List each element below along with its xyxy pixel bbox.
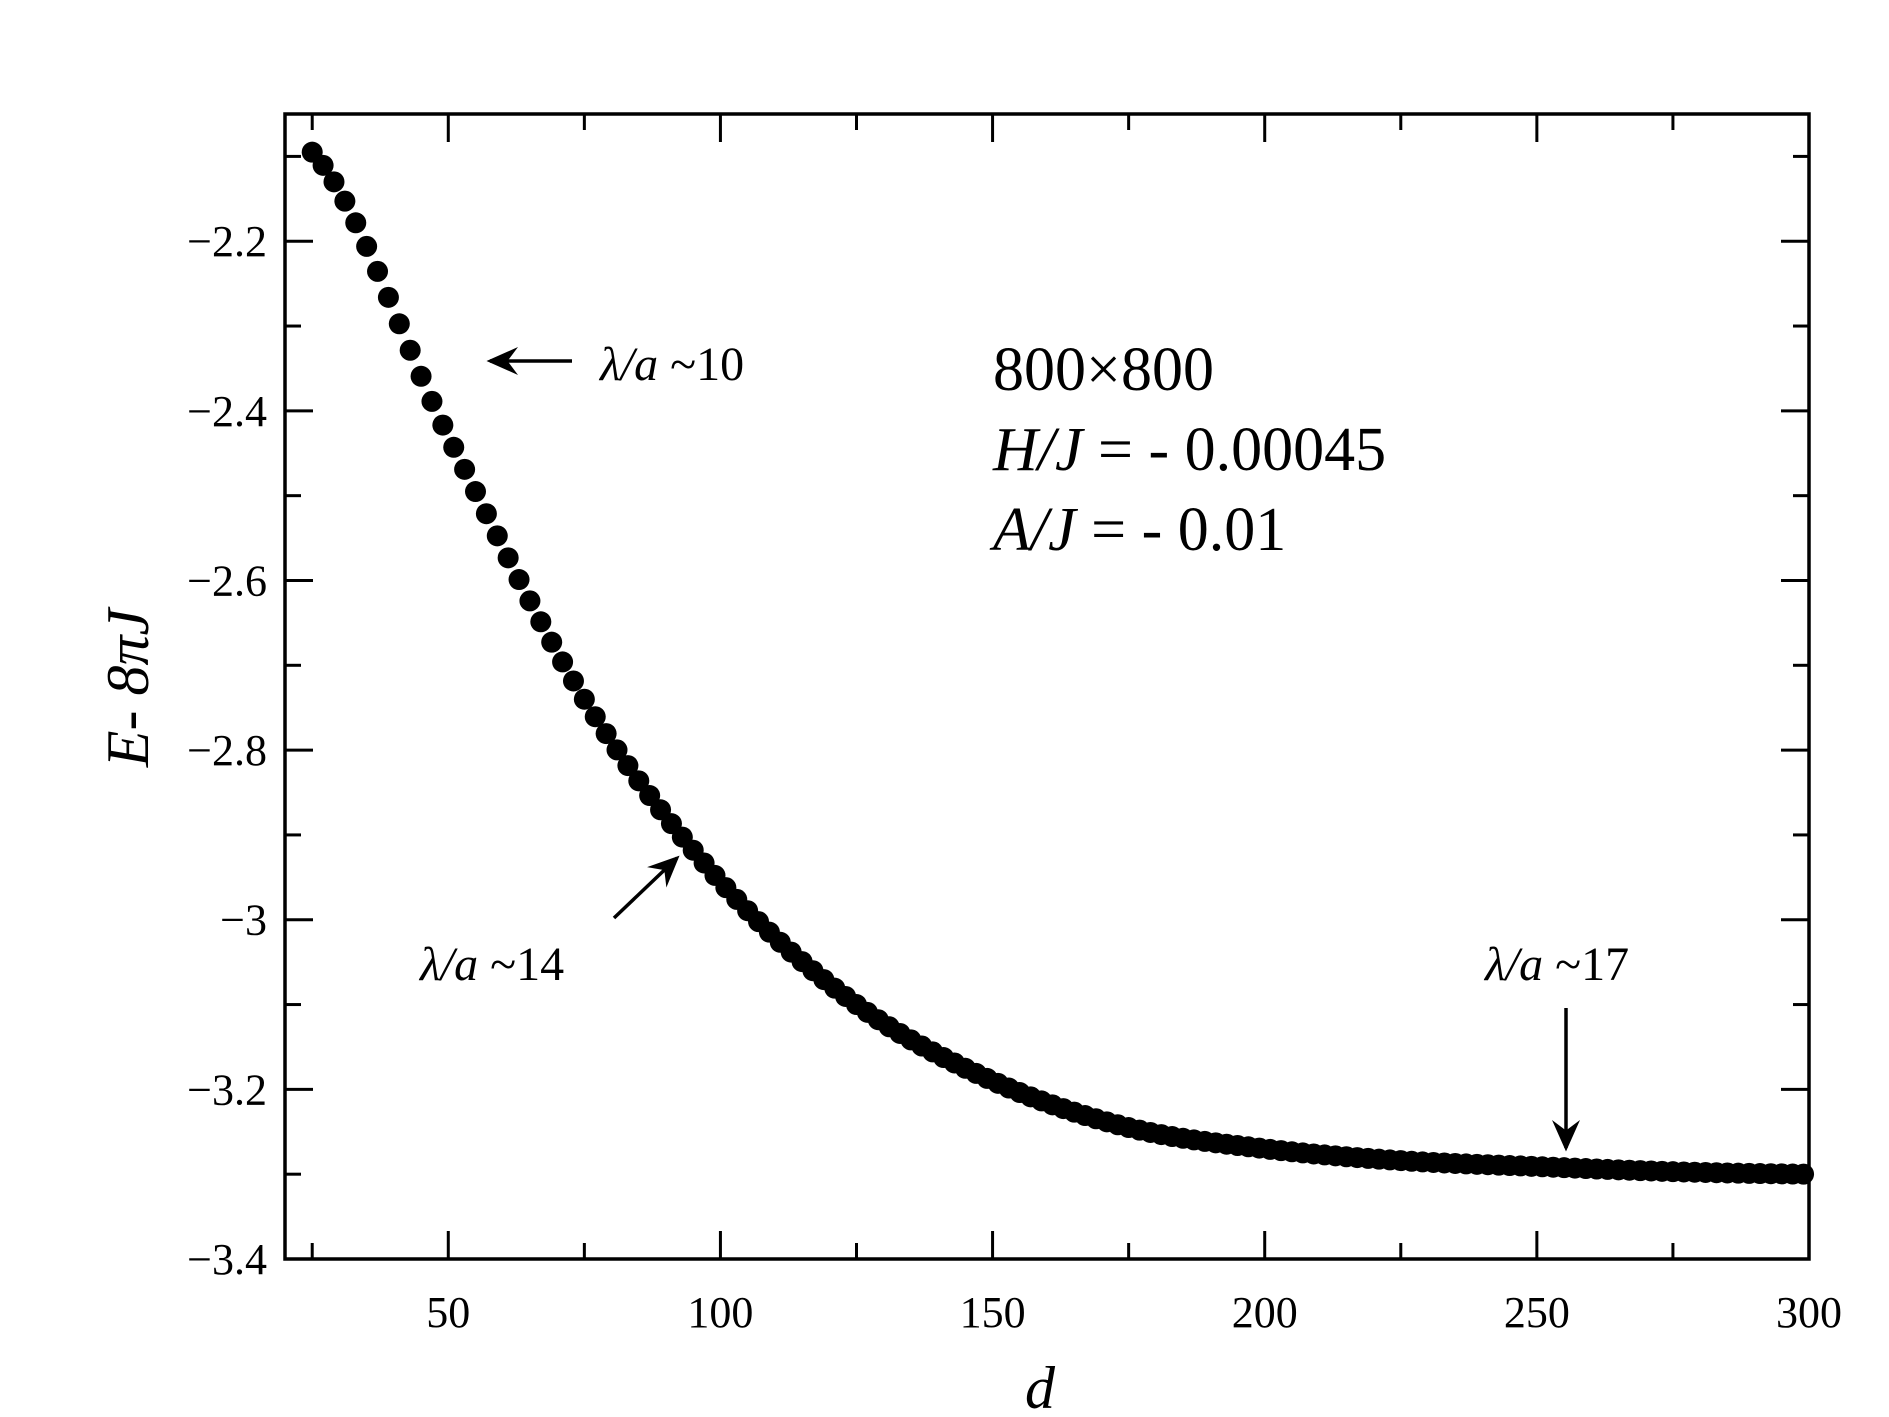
x-tick-label: 250 bbox=[1504, 1288, 1570, 1337]
label-lambda-14: λ/a ~14 bbox=[418, 938, 564, 991]
y-tick-label: −3.2 bbox=[187, 1065, 267, 1114]
y-tick-labels: −2.2 −2.4 −2.6 −2.8 −3 −3.2 −3.4 bbox=[187, 217, 267, 1284]
data-point bbox=[465, 481, 486, 503]
y-tick-label: −2.2 bbox=[187, 217, 267, 266]
data-point bbox=[410, 365, 432, 387]
data-point bbox=[377, 286, 399, 308]
annotation-lambda-14: λ/a ~14 bbox=[418, 855, 680, 991]
label-lambda-17: λ/a ~17 bbox=[1483, 938, 1629, 991]
data-point bbox=[323, 171, 345, 193]
data-point bbox=[573, 688, 595, 710]
info-box: 800×800 H/J = - 0.00045 A/J = - 0.01 bbox=[989, 336, 1386, 564]
data-point bbox=[432, 414, 454, 436]
data-point bbox=[530, 611, 552, 633]
y-tick-label: −2.4 bbox=[187, 387, 267, 436]
data-point bbox=[454, 458, 476, 480]
data-point bbox=[628, 770, 650, 792]
y-tick-label: −2.8 bbox=[187, 726, 267, 775]
data-point bbox=[584, 706, 606, 728]
x-tick-label: 300 bbox=[1776, 1288, 1842, 1337]
data-point bbox=[312, 154, 334, 176]
data-point bbox=[562, 670, 584, 692]
data-point bbox=[475, 503, 497, 525]
info-field-ratio: H/J = - 0.00045 bbox=[992, 416, 1386, 484]
data-point bbox=[367, 260, 389, 282]
data-point bbox=[595, 723, 617, 745]
data-point bbox=[639, 785, 661, 807]
data-point bbox=[356, 235, 378, 257]
data-point bbox=[421, 390, 443, 412]
y-tick-label: −3.4 bbox=[187, 1235, 267, 1284]
x-tick-label: 100 bbox=[687, 1288, 753, 1337]
data-points bbox=[301, 141, 1815, 1185]
ticks-layer bbox=[285, 114, 1811, 1261]
data-point bbox=[497, 547, 519, 569]
annotation-lambda-17: λ/a ~17 bbox=[1483, 938, 1629, 1152]
data-point bbox=[541, 631, 563, 653]
plot-frame bbox=[283, 112, 1811, 1261]
x-tick-label: 50 bbox=[426, 1288, 470, 1337]
data-point bbox=[617, 755, 639, 777]
data-point bbox=[519, 590, 541, 612]
data-point bbox=[552, 651, 574, 673]
x-tick-labels: 50 100 150 200 250 300 bbox=[426, 1288, 1842, 1337]
data-point bbox=[334, 190, 356, 212]
x-tick-label: 150 bbox=[960, 1288, 1026, 1337]
x-tick-label: 200 bbox=[1232, 1288, 1298, 1337]
data-point bbox=[388, 313, 410, 335]
data-point bbox=[486, 525, 508, 547]
data-point bbox=[1793, 1163, 1815, 1185]
info-anisotropy-ratio: A/J = - 0.01 bbox=[989, 496, 1286, 564]
data-point bbox=[606, 739, 628, 761]
data-point bbox=[399, 339, 421, 361]
info-grid-size: 800×800 bbox=[993, 336, 1214, 404]
y-axis-title: E- 8πJ bbox=[95, 606, 161, 768]
y-tick-label: −3 bbox=[220, 896, 267, 945]
annotation-lambda-10: λ/a ~10 bbox=[486, 338, 744, 391]
data-point bbox=[345, 212, 367, 234]
x-axis-title: d bbox=[1025, 1355, 1056, 1417]
data-point bbox=[443, 436, 465, 458]
y-tick-label: −2.6 bbox=[187, 556, 267, 605]
arrow-lambda-14 bbox=[612, 855, 680, 920]
data-point bbox=[508, 569, 530, 591]
label-lambda-10: λ/a ~10 bbox=[598, 338, 744, 391]
